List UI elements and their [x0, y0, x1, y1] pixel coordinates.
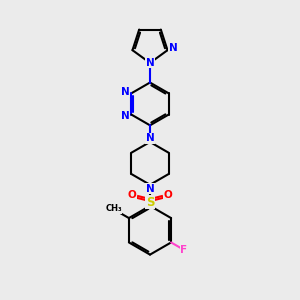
Text: O: O: [164, 190, 172, 200]
Text: N: N: [146, 58, 154, 68]
Text: N: N: [146, 184, 154, 194]
Text: CH₃: CH₃: [105, 205, 122, 214]
Text: F: F: [180, 245, 188, 256]
Text: N: N: [121, 111, 129, 121]
Text: N: N: [146, 133, 154, 143]
Text: N: N: [121, 87, 129, 97]
Text: S: S: [146, 196, 154, 208]
Text: O: O: [128, 190, 136, 200]
Text: N: N: [169, 43, 177, 53]
